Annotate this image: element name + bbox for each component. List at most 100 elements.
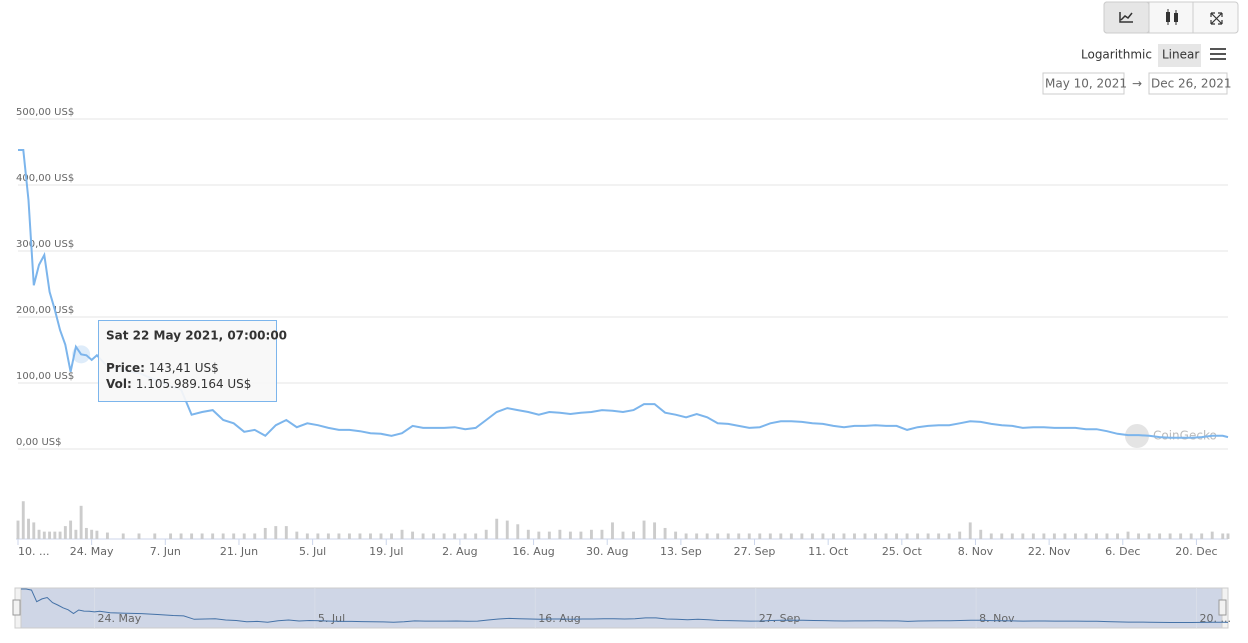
x-tick-label: 20. Dec [1175, 545, 1217, 558]
volume-bar [379, 533, 383, 539]
volume-bar [1126, 531, 1130, 539]
candlestick-button[interactable] [1148, 2, 1178, 33]
y-tick-label: 300,00 US$ [16, 239, 74, 250]
chart-type-buttons [1103, 1, 1239, 34]
volume-bar [179, 533, 183, 539]
line-chart-button[interactable] [1103, 1, 1150, 34]
volume-bar [411, 531, 415, 539]
volume-bar [295, 531, 299, 539]
tooltip-series-name: Vol: [106, 377, 132, 391]
y-tick-label: 0,00 US$ [16, 437, 61, 448]
navigator-tick-label: 24. May [97, 612, 141, 625]
menu-button[interactable] [1210, 48, 1226, 60]
volume-bar [432, 533, 436, 539]
volume-bar [831, 533, 835, 539]
volume-bar [326, 533, 330, 539]
volume-bar [42, 531, 46, 539]
fullscreen-button[interactable] [1192, 2, 1223, 33]
x-tick-label: 16. Aug [512, 545, 554, 558]
volume-bar [1052, 533, 1056, 539]
volume-bar [716, 533, 720, 539]
volume-bar [800, 533, 804, 539]
volume-bar [1179, 533, 1183, 539]
x-tick-label: 27. Sep [734, 545, 776, 558]
navigator-tick-label: 27. Sep [759, 612, 801, 625]
volume-bar [516, 524, 520, 539]
volume-bar [316, 533, 320, 539]
scale-controls: Logarithmic Linear May 10, 2021 → Dec 26… [1042, 44, 1231, 95]
volume-bar [810, 533, 814, 539]
scale-option[interactable]: Linear [1162, 48, 1199, 62]
x-tick-label: 5. Jul [299, 545, 326, 558]
menu-icon [1210, 58, 1226, 60]
volume-bar [453, 533, 457, 539]
volume-bar [16, 520, 20, 539]
expand-icon [1210, 12, 1223, 25]
volume-bar [705, 533, 709, 539]
volume-bar [1063, 533, 1067, 539]
navigator-handle[interactable] [1218, 599, 1227, 616]
volume-bar [695, 533, 699, 539]
volume-bar [663, 527, 667, 539]
volume-bar [653, 522, 657, 539]
watermark: CoinGecko [1153, 429, 1217, 443]
volume-bar [347, 533, 351, 539]
volume-bar [1147, 533, 1151, 539]
volume-bar [537, 531, 541, 539]
volume-bar [895, 533, 899, 539]
volume-bar [632, 531, 635, 539]
volume-bar [400, 529, 404, 539]
scale-option-bg [1158, 44, 1201, 67]
x-tick-label: 13. Sep [660, 545, 702, 558]
volume-bar [1210, 531, 1214, 539]
date-input[interactable]: May 10, 2021 [1045, 77, 1127, 91]
tooltip-row: Price: 143,41 US$ [106, 361, 219, 375]
tooltip-value: 1.105.989.164 US$ [136, 377, 252, 391]
date-input-box[interactable] [1042, 72, 1125, 95]
x-tick-label: 8. Nov [958, 545, 994, 558]
volume-bar [1226, 533, 1230, 539]
volume-bar [568, 531, 572, 539]
volume-bar [863, 533, 867, 539]
date-input-box[interactable] [1148, 72, 1228, 95]
x-tick-label: 11. Oct [808, 545, 849, 558]
volume-bar [979, 529, 983, 539]
volume-bar [153, 533, 157, 539]
navigator-line [21, 588, 1229, 623]
volume-bar [484, 529, 488, 539]
date-input[interactable]: Dec 26, 2021 [1151, 77, 1231, 91]
x-tick-label: 6. Dec [1105, 545, 1140, 558]
x-tick-label: 10. ... [18, 545, 49, 558]
volume-bar [274, 526, 278, 539]
tooltip-value: 143,41 US$ [149, 361, 219, 375]
volume-bar [747, 533, 751, 539]
tooltip-title: Sat 22 May 2021, 07:00:00 [106, 329, 287, 343]
volume-bar [968, 522, 972, 539]
volume-bar [1010, 533, 1014, 539]
scale-option[interactable]: Logarithmic [1081, 48, 1152, 62]
volume-bar [1084, 533, 1088, 539]
tooltip-box [98, 320, 277, 402]
volume-bar [390, 533, 393, 539]
volume-bar [937, 533, 941, 539]
volume-bar [947, 533, 951, 539]
navigator-handle[interactable] [12, 599, 21, 616]
volume-bar [1221, 533, 1225, 539]
volume-bar [1158, 533, 1162, 539]
volume-bar [842, 533, 846, 539]
volume-bar [137, 533, 141, 539]
volume-bar [779, 533, 783, 539]
y-tick-label: 200,00 US$ [16, 305, 74, 316]
volume-bar [495, 518, 499, 539]
volume-bar [1168, 533, 1172, 539]
volume-bar [105, 532, 109, 539]
volume-bar [53, 531, 57, 539]
x-tick-label: 21. Jun [220, 545, 258, 558]
volume-bar [337, 533, 341, 539]
line-icon [1119, 12, 1133, 23]
volume-bar [21, 501, 25, 539]
volume-bar [242, 533, 246, 539]
y-tick-label: 100,00 US$ [16, 371, 74, 382]
